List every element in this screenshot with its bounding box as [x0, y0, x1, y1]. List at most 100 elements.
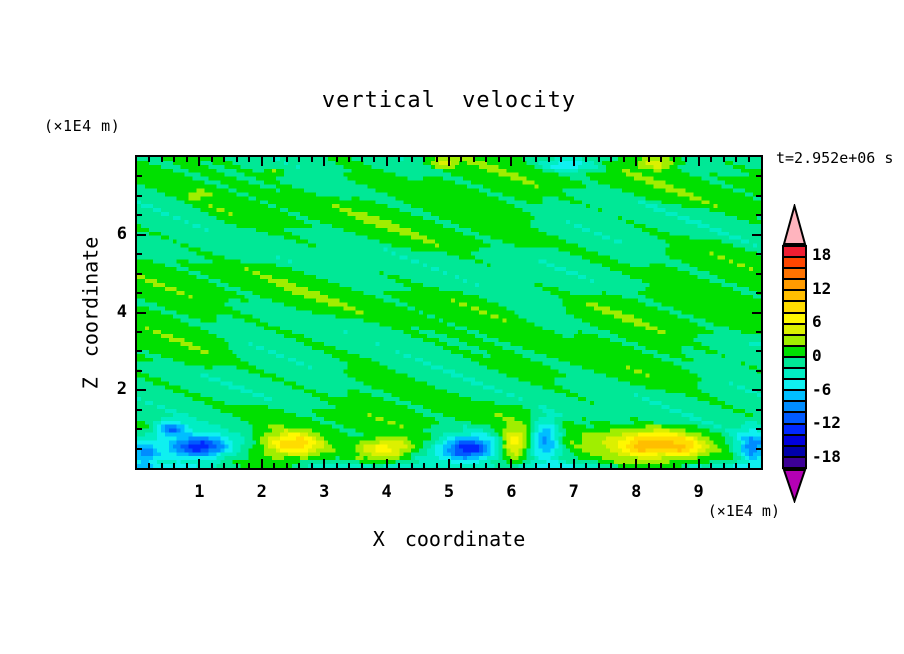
- tick-mark: [137, 175, 142, 178]
- tick-mark: [685, 157, 688, 162]
- tick-mark: [660, 463, 663, 468]
- tick-mark: [672, 463, 675, 468]
- tick-mark: [160, 463, 163, 468]
- tick-mark: [137, 389, 146, 392]
- tick-mark: [160, 157, 163, 162]
- z-axis-label: Z coordinate: [78, 236, 102, 389]
- x-axis-label: X coordinate: [372, 527, 526, 551]
- tick-mark: [756, 214, 761, 217]
- colorbar-tick-label: 6: [812, 312, 822, 332]
- colorbar-tick-label: -18: [812, 446, 841, 466]
- tick-mark: [485, 463, 488, 468]
- tick-mark: [472, 463, 475, 468]
- tick-mark: [756, 350, 761, 353]
- tick-mark: [310, 463, 313, 468]
- tick-mark: [285, 157, 288, 162]
- tick-mark: [497, 157, 500, 162]
- tick-mark: [622, 463, 625, 468]
- tick-mark: [435, 157, 438, 162]
- tick-mark: [198, 157, 201, 166]
- tick-mark: [260, 157, 263, 166]
- x-axis-unit-label: (×1E4 m): [707, 502, 780, 520]
- tick-mark: [273, 463, 276, 468]
- colorbar-segment: [784, 380, 805, 392]
- tick-mark: [752, 389, 761, 392]
- tick-mark: [137, 253, 142, 256]
- tick-mark: [137, 408, 142, 411]
- tick-mark: [410, 463, 413, 468]
- tick-mark: [185, 157, 188, 162]
- tick-mark: [335, 157, 338, 162]
- x-tick-label: 5: [443, 482, 455, 502]
- tick-mark: [585, 463, 588, 468]
- tick-mark: [460, 157, 463, 162]
- z-tick-label: 4: [116, 301, 127, 322]
- tick-mark: [137, 369, 142, 372]
- colorbar-tick-label: -12: [812, 413, 841, 433]
- colorbar-segment: [784, 269, 805, 281]
- tick-mark: [385, 459, 388, 468]
- colorbar-segment: [784, 247, 805, 259]
- plot-area: [135, 155, 763, 470]
- tick-mark: [248, 463, 251, 468]
- tick-mark: [323, 459, 326, 468]
- tick-mark: [747, 463, 750, 468]
- tick-mark: [756, 253, 761, 256]
- colorbar-segment: [784, 346, 805, 358]
- z-tick-label: 2: [116, 379, 127, 400]
- tick-mark: [298, 157, 301, 162]
- tick-mark: [672, 157, 675, 162]
- figure-title: vertical velocity: [321, 88, 577, 113]
- tick-mark: [137, 428, 142, 431]
- tick-mark: [398, 157, 401, 162]
- tick-mark: [752, 311, 761, 314]
- x-tick-label: 2: [256, 482, 267, 502]
- tick-mark: [660, 157, 663, 162]
- colorbar-segment: [784, 435, 805, 447]
- tick-mark: [210, 463, 213, 468]
- tick-mark: [460, 463, 463, 468]
- tick-mark: [137, 214, 142, 217]
- tick-mark: [756, 272, 761, 275]
- tick-mark: [535, 463, 538, 468]
- tick-mark: [423, 463, 426, 468]
- tick-mark: [756, 175, 761, 178]
- x-tick-label: 8: [631, 482, 642, 502]
- tick-mark: [137, 292, 142, 295]
- colorbar-segment: [784, 357, 805, 370]
- tick-mark: [448, 459, 450, 468]
- tick-mark: [137, 272, 142, 275]
- tick-mark: [148, 463, 151, 468]
- tick-mark: [373, 463, 376, 468]
- tick-mark: [185, 463, 188, 468]
- tick-mark: [210, 157, 213, 162]
- colorbar-segment: [784, 413, 805, 425]
- tick-mark: [647, 463, 650, 468]
- tick-mark: [597, 463, 600, 468]
- tick-mark: [610, 157, 613, 162]
- tick-mark: [597, 157, 600, 162]
- colorbar-scale: [782, 245, 807, 469]
- colorbar-under-arrow-icon: [782, 469, 807, 503]
- tick-mark: [360, 463, 363, 468]
- x-tick-label: 4: [381, 482, 392, 502]
- tick-mark: [585, 157, 588, 162]
- tick-mark: [472, 157, 475, 162]
- tick-mark: [410, 157, 413, 162]
- tick-mark: [622, 157, 625, 162]
- tick-mark: [756, 428, 761, 431]
- tick-mark: [137, 194, 142, 197]
- colorbar-segment: [784, 313, 805, 325]
- colorbar-tick-label: -6: [812, 379, 832, 399]
- tick-mark: [423, 157, 426, 162]
- tick-mark: [735, 157, 738, 162]
- tick-mark: [710, 463, 713, 468]
- tick-mark: [223, 463, 226, 468]
- tick-mark: [547, 157, 550, 162]
- tick-mark: [722, 157, 725, 162]
- tick-mark: [348, 157, 351, 162]
- tick-mark: [510, 157, 513, 166]
- colorbar-segment: [784, 258, 805, 270]
- colorbar-segment: [784, 335, 805, 347]
